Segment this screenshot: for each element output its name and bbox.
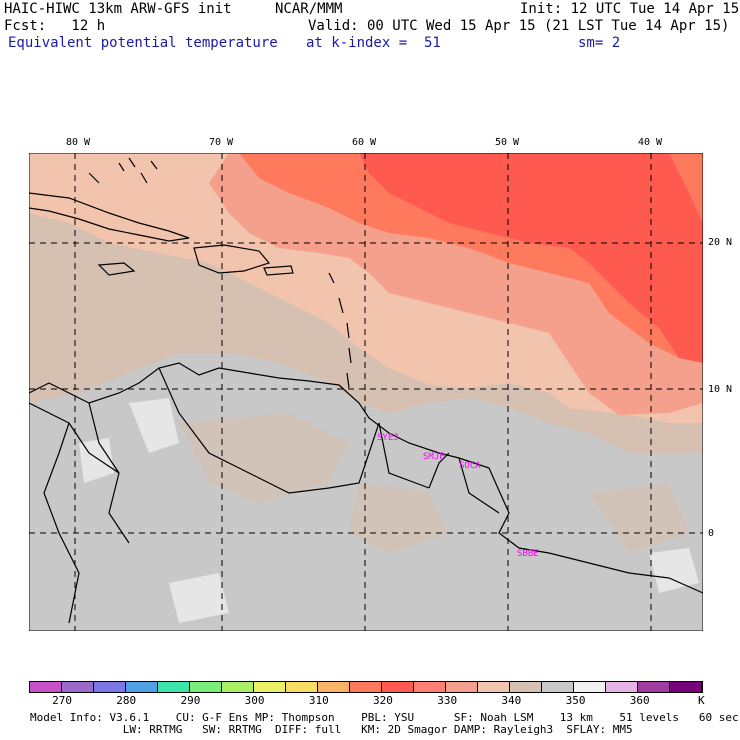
lon-label-60w: 60 W xyxy=(352,137,377,148)
station-syej: SYEJ xyxy=(377,433,399,443)
smoothing: sm= 2 xyxy=(578,35,621,51)
warm-core-region xyxy=(359,153,703,363)
colorbar-swatch xyxy=(126,682,158,692)
colorbar-tick-label: 300 xyxy=(244,694,265,707)
station-soca: SOCA xyxy=(459,461,481,471)
colorbar-tick-label: 310 xyxy=(308,694,329,707)
colorbar-swatch xyxy=(670,682,702,692)
station-smjp: SMJP xyxy=(423,452,445,462)
lon-label-70w: 70 W xyxy=(209,137,234,148)
colorbar-tick-label: 290 xyxy=(180,694,201,707)
colorbar-swatch xyxy=(254,682,286,692)
colorbar-swatch xyxy=(158,682,190,692)
tan-patches-south xyxy=(179,413,689,553)
forecast-hour: Fcst: 12 h xyxy=(4,18,106,34)
init-time: Init: 12 UTC Tue 14 Apr 15 xyxy=(520,1,740,17)
colorbar-swatch xyxy=(414,682,446,692)
colorbar-swatch xyxy=(350,682,382,692)
colorbar xyxy=(29,681,703,693)
lon-label-80w: 80 W xyxy=(66,137,91,148)
colorbar-swatch xyxy=(606,682,638,692)
colorbar-swatch xyxy=(382,682,414,692)
colorbar-swatch xyxy=(510,682,542,692)
colorbar-swatch xyxy=(62,682,94,692)
light-patches xyxy=(79,398,699,623)
colorbar-tick-label: 270 xyxy=(52,694,72,707)
valid-time: Valid: 00 UTC Wed 15 Apr 15 (21 LST Tue … xyxy=(308,18,730,34)
organization: NCAR/MMM xyxy=(275,1,343,17)
colorbar-swatch xyxy=(94,682,126,692)
station-markers: SYEJ SMJP SOCA SBBE xyxy=(377,433,539,559)
model-info-line1: Model Info: V3.6.1 CU: G-F Ens MP: Thomp… xyxy=(30,711,739,724)
colorbar-tick-label: 340 xyxy=(501,694,522,707)
station-sbbe: SBBE xyxy=(517,549,539,559)
lon-label-40w: 40 W xyxy=(638,137,663,148)
colorbar-labels: 270 280 290 300 310 320 330 340 350 360 xyxy=(29,694,703,708)
colorbar-swatch xyxy=(190,682,222,692)
lat-label-20n: 20 N xyxy=(708,237,733,248)
colorbar-tick-label: 350 xyxy=(565,694,586,707)
model-title: HAIC-HIWC 13km ARW-GFS init xyxy=(4,1,232,17)
colorbar-tick-label: 280 xyxy=(116,694,137,707)
colorbar-swatch xyxy=(318,682,350,692)
field-name: Equivalent potential temperature xyxy=(8,35,278,51)
lat-label-10n: 10 N xyxy=(708,384,733,395)
colorbar-tick-label: 320 xyxy=(373,694,393,707)
colorbar-swatch xyxy=(286,682,318,692)
theta-e-map: SYEJ SMJP SOCA SBBE xyxy=(29,153,703,631)
colorbar-swatch xyxy=(638,682,670,692)
colorbar-unit: K xyxy=(698,694,705,707)
colorbar-swatch xyxy=(574,682,606,692)
colorbar-swatch xyxy=(446,682,478,692)
colorbar-tick-label: 330 xyxy=(437,694,458,707)
colorbar-swatch xyxy=(222,682,254,692)
level-index: at k-index = 51 xyxy=(306,35,441,51)
lat-label-0: 0 xyxy=(708,528,715,539)
lon-label-50w: 50 W xyxy=(495,137,520,148)
graticule xyxy=(29,153,703,631)
colorbar-swatch xyxy=(478,682,510,692)
coastlines xyxy=(29,157,703,624)
model-info-line2: LW: RRTMG SW: RRTMG DIFF: full KM: 2D Sm… xyxy=(30,723,633,736)
colorbar-swatch xyxy=(542,682,574,692)
colorbar-tick-label: 360 xyxy=(629,694,650,707)
colorbar-swatch xyxy=(30,682,62,692)
